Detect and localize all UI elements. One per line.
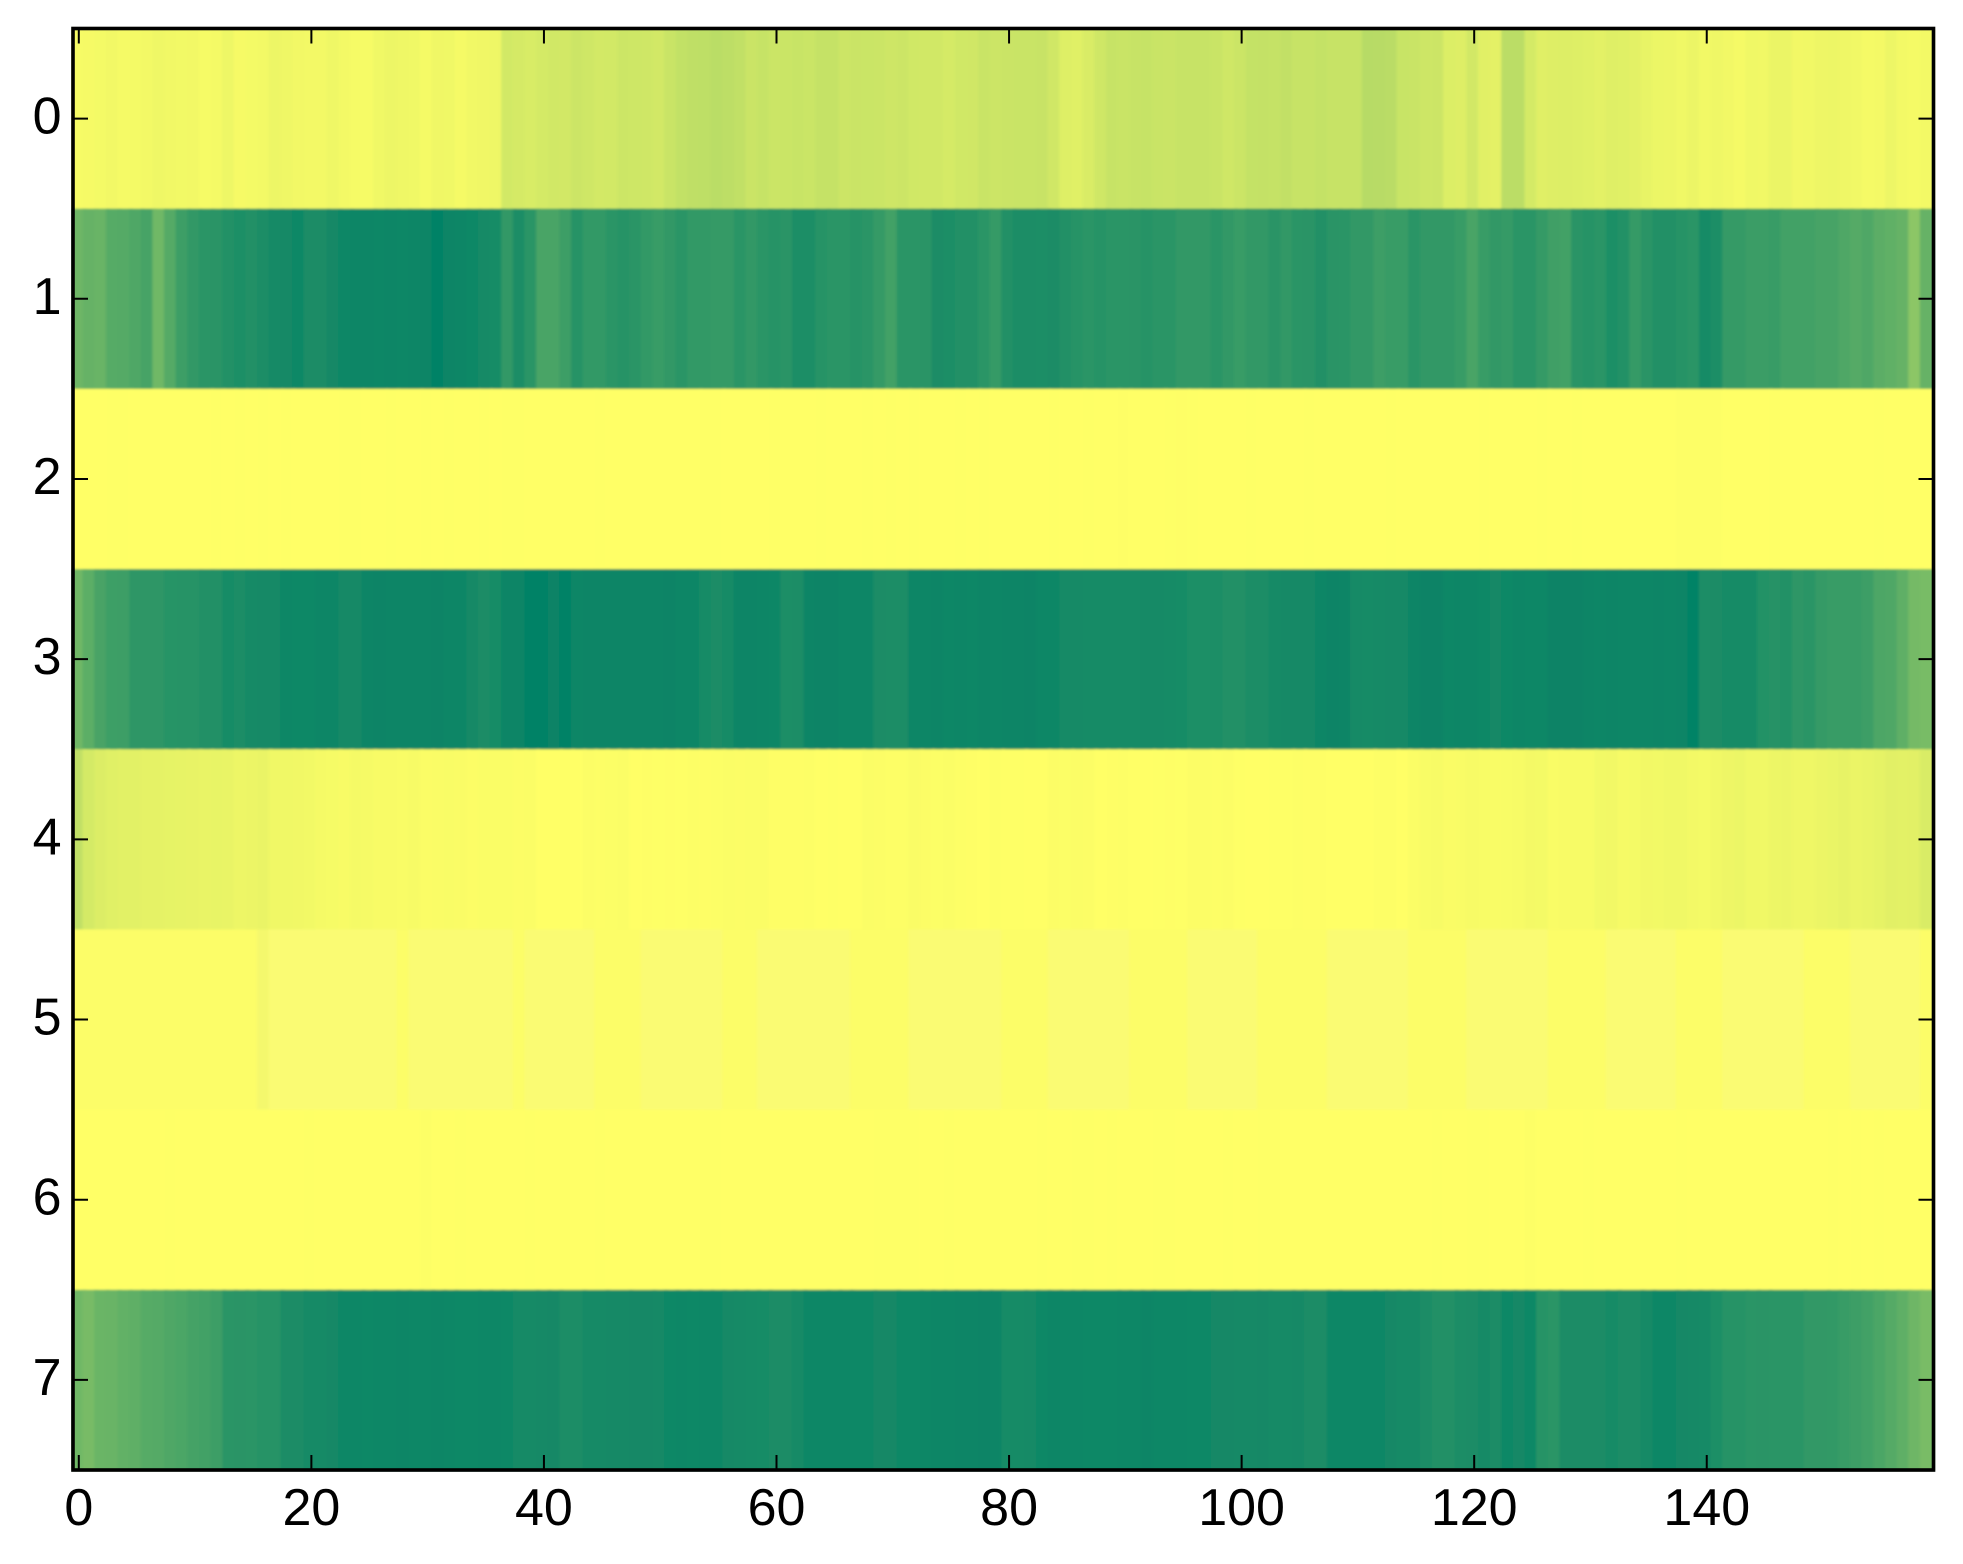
- svg-text:2: 2: [33, 448, 62, 506]
- svg-text:1: 1: [33, 268, 62, 326]
- svg-text:0: 0: [64, 1479, 93, 1537]
- svg-text:140: 140: [1663, 1479, 1750, 1537]
- svg-text:120: 120: [1431, 1479, 1518, 1537]
- svg-text:6: 6: [33, 1169, 62, 1227]
- svg-text:20: 20: [282, 1479, 340, 1537]
- svg-text:4: 4: [33, 808, 62, 866]
- svg-text:40: 40: [515, 1479, 573, 1537]
- svg-text:5: 5: [33, 989, 62, 1047]
- svg-text:100: 100: [1198, 1479, 1285, 1537]
- svg-text:3: 3: [33, 628, 62, 686]
- svg-text:60: 60: [748, 1479, 806, 1537]
- svg-text:0: 0: [33, 88, 62, 146]
- svg-text:80: 80: [980, 1479, 1038, 1537]
- svg-text:7: 7: [33, 1349, 62, 1407]
